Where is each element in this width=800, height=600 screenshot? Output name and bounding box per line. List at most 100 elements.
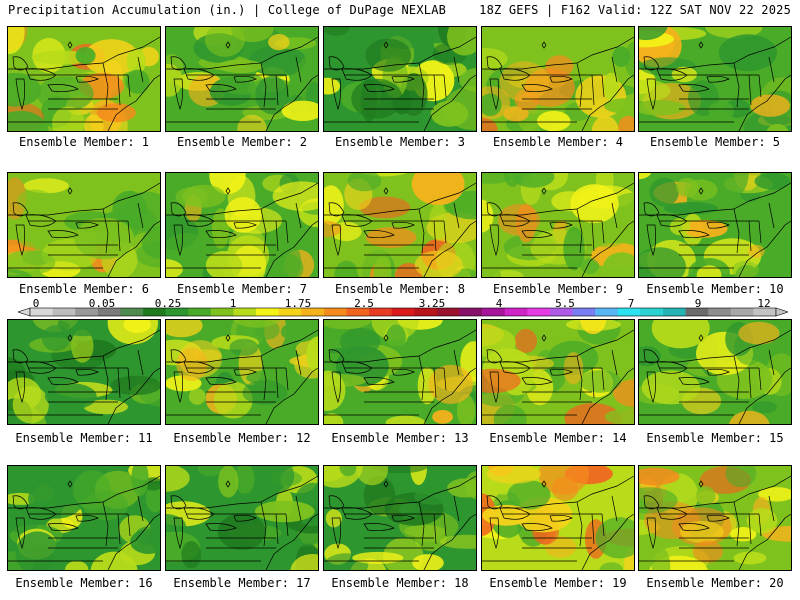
boundary-line [107, 220, 160, 277]
boundary-line [433, 367, 437, 399]
boundary-line [137, 495, 144, 522]
colorbar-max-arrow [775, 307, 788, 317]
precip-contour-blob [404, 524, 446, 538]
boundary-line [489, 224, 500, 257]
colorbar-swatch [730, 308, 754, 316]
boundary-line [47, 523, 79, 532]
precip-contour-blob [266, 403, 286, 423]
boundary-line [328, 495, 345, 510]
precip-contour-blob [675, 177, 699, 197]
precip-contour-blob [135, 526, 159, 545]
precip-field [8, 173, 160, 277]
ensemble-member-map [7, 26, 161, 132]
boundary-line [285, 367, 289, 391]
precip-map [324, 466, 476, 570]
boundary-line [643, 349, 660, 364]
map-boundaries [324, 475, 476, 570]
precip-contour-blob [356, 466, 388, 486]
precip-contour-blob [347, 173, 382, 192]
ensemble-member-map [165, 26, 319, 132]
colorbar-swatch [278, 308, 302, 316]
boundary-line [127, 513, 131, 537]
colorbar-swatch [549, 308, 573, 316]
boundary-line [768, 56, 775, 83]
colorbar-swatch [143, 308, 166, 316]
boundary-line [758, 220, 762, 244]
boundary-line [137, 202, 144, 229]
precip-contour-blob [52, 106, 85, 131]
precip-map [166, 320, 318, 424]
precip-contour-blob [324, 320, 371, 330]
boundary-line [601, 513, 605, 537]
boundary-line [601, 220, 605, 244]
precip-contour-blob [738, 321, 780, 345]
colorbar-swatch [617, 308, 641, 316]
boundary-line [363, 523, 395, 532]
precip-map [639, 466, 791, 570]
precip-field [324, 173, 476, 277]
boundary-line [489, 78, 500, 111]
boundary-line [549, 221, 573, 229]
boundary-line [285, 220, 289, 244]
boundary-line [47, 84, 79, 93]
precip-map [482, 320, 634, 424]
boundary-line [738, 513, 791, 570]
boundary-line [706, 368, 730, 376]
precip-contour-blob [578, 370, 622, 393]
boundary-line [738, 74, 791, 131]
precip-map [8, 173, 160, 277]
precip-contour-blob [205, 251, 243, 277]
precip-contour-blob [591, 115, 619, 131]
precip-contour-blob [8, 518, 38, 534]
boundary-line [75, 514, 99, 522]
boundary-line [758, 74, 762, 98]
precip-contour-blob [639, 79, 671, 102]
boundary-line [733, 208, 740, 254]
boundary-line [611, 495, 618, 522]
map-boundaries [482, 475, 634, 570]
precip-contour-blob [482, 93, 502, 117]
ensemble-member-label: Ensemble Member: 2 [176, 135, 308, 149]
colorbar-swatch [256, 308, 279, 316]
precip-contour-blob [332, 31, 349, 70]
boundary-line [25, 507, 57, 520]
precip-contour-blob [268, 253, 304, 277]
colorbar-swatch [527, 308, 551, 316]
precip-contour-blob [639, 173, 652, 180]
precip-contour-blob [414, 250, 463, 277]
precip-map [324, 173, 476, 277]
boundary-line [576, 208, 583, 254]
boundary-line [423, 74, 476, 131]
boundary-line [47, 377, 79, 386]
precip-contour-blob [682, 219, 728, 238]
precip-contour-blob [166, 320, 203, 338]
precip-contour-blob [721, 173, 749, 196]
boundary-line [391, 75, 415, 83]
precip-contour-blob [96, 103, 136, 123]
station-marker-icon [698, 187, 704, 195]
precip-contour-blob [175, 187, 208, 207]
precip-contour-blob [255, 75, 290, 115]
map-boundaries [8, 36, 160, 131]
precip-contour-blob [491, 550, 512, 570]
ensemble-member-map [165, 319, 319, 425]
boundary-line [453, 202, 460, 229]
colorbar-swatch [482, 308, 506, 316]
colorbar-swatch [75, 308, 99, 316]
precip-map [639, 27, 791, 131]
precip-contour-blob [386, 324, 406, 350]
boundary-line [107, 513, 160, 570]
boundary-line [15, 517, 26, 550]
precip-contour-blob [36, 76, 94, 112]
boundary-line [748, 220, 752, 252]
boundary-line [170, 56, 187, 71]
map-boundaries [482, 329, 634, 424]
colorbar-swatch [301, 308, 325, 316]
precip-contour-blob [603, 72, 620, 101]
boundary-line [183, 214, 215, 227]
precip-contour-blob [84, 114, 104, 131]
ensemble-member-label: Ensemble Member: 13 [331, 431, 469, 445]
colorbar-tick-label: 7 [627, 297, 635, 310]
boundary-line [363, 377, 395, 386]
precip-map [324, 320, 476, 424]
